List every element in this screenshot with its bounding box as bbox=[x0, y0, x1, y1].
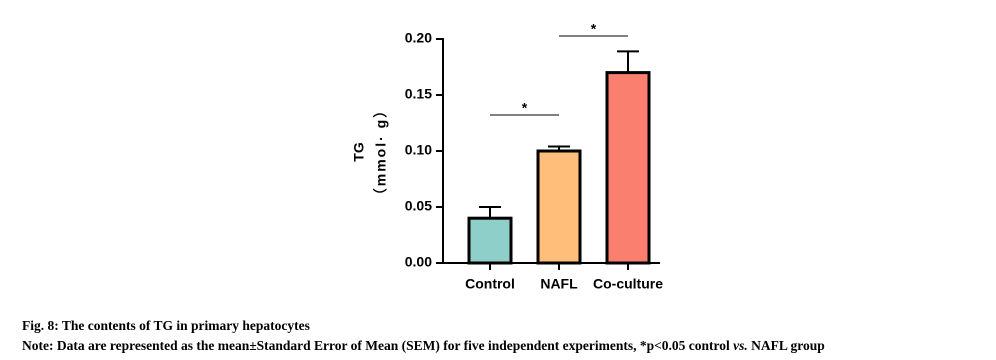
x-tick-label: Co-culture bbox=[593, 276, 663, 292]
x-tick-label: NAFL bbox=[540, 276, 578, 292]
figure-caption: Fig. 8: The contents of TG in primary he… bbox=[22, 318, 310, 333]
x-tick-label: Control bbox=[465, 276, 515, 292]
y-tick-label: 0.00 bbox=[405, 254, 432, 270]
significance-label: * bbox=[522, 100, 528, 116]
bar bbox=[467, 216, 513, 265]
y-axis-label: （mmol· g） bbox=[373, 102, 389, 202]
note-text: NAFL group bbox=[747, 338, 825, 353]
chart: 0.00 0.05 0.10 0.15 0.20 TG （mmol· g） Control NA… bbox=[351, 21, 664, 292]
figure-note: Note: Data are represented as the mean±S… bbox=[22, 338, 825, 354]
y-tick-label: 0.05 bbox=[405, 198, 432, 214]
significance-label: * bbox=[591, 21, 597, 37]
y-axis-label: TG bbox=[351, 142, 367, 162]
note-italic: vs. bbox=[733, 338, 748, 353]
note-text: Note: Data are represented as the mean±S… bbox=[22, 338, 734, 353]
y-tick-label: 0.20 bbox=[405, 30, 432, 46]
bar bbox=[536, 149, 582, 265]
y-tick-label: 0.10 bbox=[405, 142, 432, 158]
bar bbox=[605, 71, 651, 265]
y-tick-label: 0.15 bbox=[405, 86, 432, 102]
